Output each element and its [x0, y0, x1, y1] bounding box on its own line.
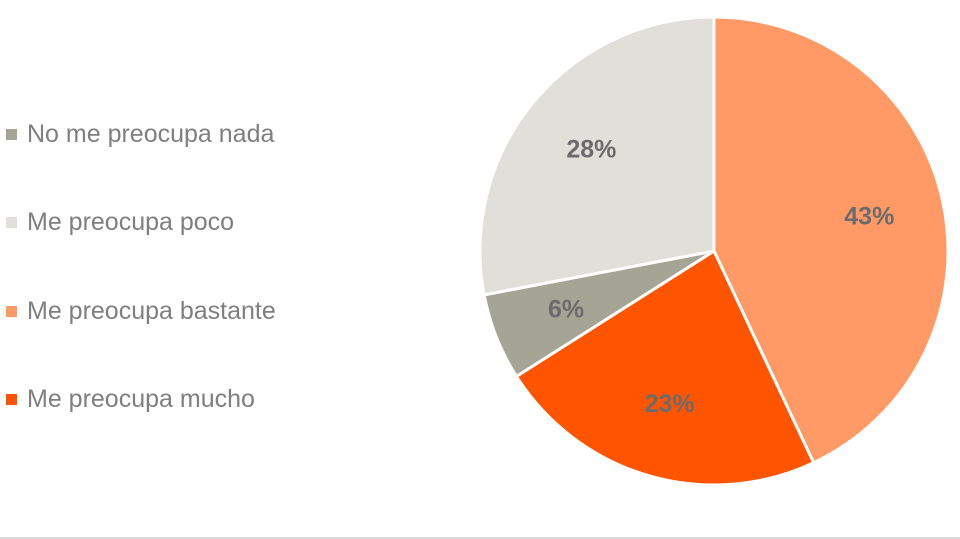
legend-item-me-preocupa-mucho: Me preocupa mucho [6, 378, 276, 422]
legend-swatch [6, 305, 17, 317]
legend-item-me-preocupa-bastante: Me preocupa bastante [6, 289, 276, 333]
chart-legend: No me preocupa nada Me preocupa poco Me … [6, 112, 276, 466]
legend-item-no-me-preocupa-nada: No me preocupa nada [6, 112, 276, 156]
legend-label: Me preocupa mucho [27, 385, 255, 413]
legend-label: No me preocupa nada [27, 119, 275, 148]
pie-slice-me-preocupa-mucho [514, 249, 816, 487]
legend-swatch [6, 394, 17, 405]
legend-swatch [6, 128, 17, 140]
data-label-no-me-preocupa-nada: 6% [548, 296, 584, 324]
legend-swatch [6, 217, 17, 228]
bottom-divider [0, 537, 960, 539]
data-label-me-preocupa-mucho: 23% [645, 390, 695, 418]
pie-slice-me-preocupa-poco [478, 15, 716, 297]
legend-item-me-preocupa-poco: Me preocupa poco [6, 201, 276, 245]
data-label-me-preocupa-poco: 28% [566, 136, 616, 164]
pie-slice-me-preocupa-bastante [712, 15, 950, 465]
data-label-me-preocupa-bastante: 43% [844, 202, 894, 230]
legend-label: Me preocupa poco [27, 208, 235, 236]
legend-label: Me preocupa bastante [27, 296, 276, 325]
